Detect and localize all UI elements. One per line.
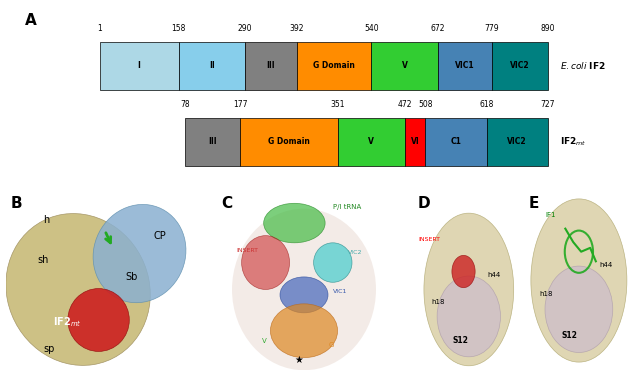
Text: VIC1: VIC1 bbox=[455, 61, 474, 70]
Text: C1: C1 bbox=[451, 137, 461, 146]
Ellipse shape bbox=[280, 277, 328, 313]
Text: 727: 727 bbox=[540, 100, 555, 109]
Text: I: I bbox=[138, 61, 141, 70]
Ellipse shape bbox=[531, 199, 627, 362]
Text: h: h bbox=[44, 215, 49, 225]
Text: IF2$_{mt}$: IF2$_{mt}$ bbox=[54, 315, 82, 329]
Ellipse shape bbox=[452, 255, 475, 288]
Text: ★: ★ bbox=[294, 355, 303, 365]
Text: Sb: Sb bbox=[125, 273, 138, 282]
Text: C: C bbox=[221, 196, 232, 211]
Ellipse shape bbox=[264, 203, 325, 243]
FancyBboxPatch shape bbox=[486, 117, 548, 166]
Text: VIC2: VIC2 bbox=[508, 137, 527, 146]
FancyBboxPatch shape bbox=[405, 117, 425, 166]
Text: h44: h44 bbox=[599, 262, 612, 268]
Text: S12: S12 bbox=[562, 331, 578, 340]
Text: G Domain: G Domain bbox=[268, 137, 310, 146]
Ellipse shape bbox=[270, 304, 338, 358]
Text: G Domain: G Domain bbox=[313, 61, 355, 70]
Text: 1: 1 bbox=[97, 24, 102, 33]
Text: VIC1: VIC1 bbox=[333, 289, 347, 294]
Text: V: V bbox=[401, 61, 408, 70]
FancyBboxPatch shape bbox=[185, 117, 241, 166]
Text: 472: 472 bbox=[398, 100, 412, 109]
Ellipse shape bbox=[545, 266, 612, 353]
Text: sp: sp bbox=[44, 344, 54, 354]
Text: II: II bbox=[209, 61, 215, 70]
FancyBboxPatch shape bbox=[179, 42, 245, 90]
Ellipse shape bbox=[437, 276, 500, 357]
FancyBboxPatch shape bbox=[296, 42, 371, 90]
FancyBboxPatch shape bbox=[425, 117, 486, 166]
Text: 177: 177 bbox=[233, 100, 248, 109]
Text: 672: 672 bbox=[431, 24, 445, 33]
Ellipse shape bbox=[232, 209, 376, 370]
Text: E: E bbox=[528, 196, 539, 211]
Ellipse shape bbox=[242, 236, 290, 289]
Text: 158: 158 bbox=[172, 24, 186, 33]
Text: V: V bbox=[369, 137, 374, 146]
Text: h18: h18 bbox=[540, 291, 553, 297]
Text: CP: CP bbox=[154, 231, 166, 241]
Text: 351: 351 bbox=[330, 100, 345, 109]
Text: VIC2: VIC2 bbox=[348, 249, 363, 255]
Text: P/I tRNA: P/I tRNA bbox=[333, 204, 361, 210]
FancyBboxPatch shape bbox=[438, 42, 492, 90]
Text: III: III bbox=[209, 137, 217, 146]
Text: IF1: IF1 bbox=[545, 212, 556, 218]
Text: 290: 290 bbox=[238, 24, 252, 33]
Ellipse shape bbox=[6, 214, 150, 365]
Text: III: III bbox=[267, 61, 275, 70]
Text: INSERT: INSERT bbox=[418, 237, 440, 242]
FancyBboxPatch shape bbox=[100, 42, 179, 90]
Text: 540: 540 bbox=[364, 24, 378, 33]
Text: INSERT: INSERT bbox=[237, 248, 259, 253]
Ellipse shape bbox=[93, 205, 186, 303]
Text: 508: 508 bbox=[418, 100, 433, 109]
Ellipse shape bbox=[314, 243, 352, 282]
Text: $\it{E. coli}$ IF2: $\it{E. coli}$ IF2 bbox=[560, 61, 605, 71]
Text: h18: h18 bbox=[432, 299, 445, 305]
FancyBboxPatch shape bbox=[492, 42, 548, 90]
Text: 779: 779 bbox=[484, 24, 499, 33]
FancyBboxPatch shape bbox=[241, 117, 337, 166]
Text: G: G bbox=[329, 342, 334, 348]
Ellipse shape bbox=[424, 213, 514, 366]
Text: 392: 392 bbox=[289, 24, 304, 33]
Ellipse shape bbox=[68, 289, 129, 352]
Text: A: A bbox=[26, 13, 37, 28]
Text: VIC2: VIC2 bbox=[510, 61, 529, 70]
Text: 618: 618 bbox=[479, 100, 494, 109]
Text: 78: 78 bbox=[180, 100, 190, 109]
Text: IF2$_{mt}$: IF2$_{mt}$ bbox=[560, 135, 586, 148]
FancyBboxPatch shape bbox=[337, 117, 405, 166]
Text: h44: h44 bbox=[488, 272, 501, 278]
Text: D: D bbox=[418, 196, 431, 211]
FancyBboxPatch shape bbox=[371, 42, 438, 90]
Text: sh: sh bbox=[37, 255, 49, 264]
Text: VI: VI bbox=[411, 137, 420, 146]
Text: S12: S12 bbox=[453, 336, 469, 345]
Text: V: V bbox=[262, 338, 266, 344]
FancyBboxPatch shape bbox=[245, 42, 296, 90]
Text: 890: 890 bbox=[540, 24, 555, 33]
Text: B: B bbox=[10, 196, 22, 211]
